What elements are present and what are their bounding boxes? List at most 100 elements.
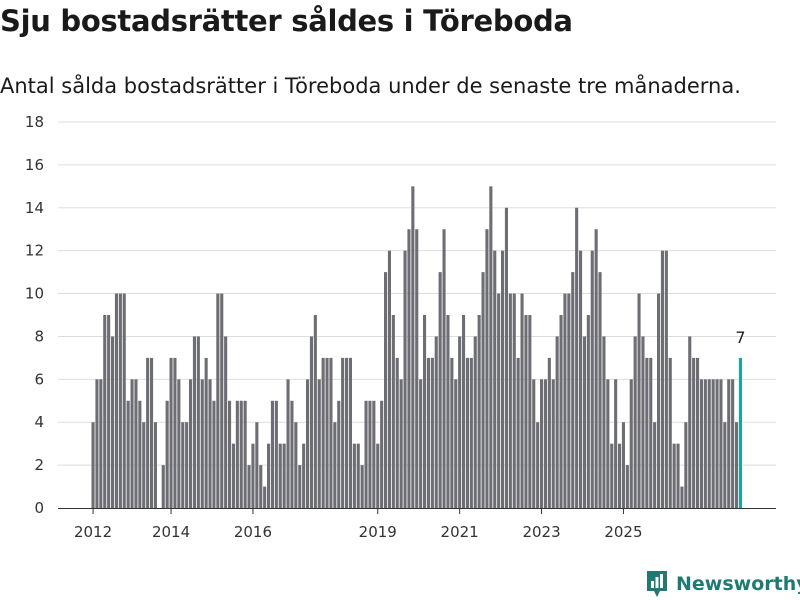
bar: [528, 315, 532, 508]
bar: [130, 379, 134, 508]
bar: [294, 422, 298, 508]
bar: [185, 422, 189, 508]
bar: [723, 422, 727, 508]
bar: [321, 357, 325, 508]
bar: [610, 443, 614, 508]
bar: [255, 422, 259, 508]
bar: [247, 465, 251, 508]
bar: [497, 293, 501, 508]
bar: [348, 357, 352, 508]
bar: [442, 229, 446, 508]
y-tick-label: 12: [25, 242, 44, 260]
x-tick-label: 2014: [152, 523, 190, 541]
bar: [423, 315, 427, 508]
bar: [543, 379, 547, 508]
bar: [95, 379, 99, 508]
bar: [711, 379, 715, 508]
bar: [649, 357, 653, 508]
bar: [446, 315, 450, 508]
bar: [594, 229, 598, 508]
bar: [415, 229, 419, 508]
bar: [333, 422, 337, 508]
bar: [419, 379, 423, 508]
bar: [345, 357, 349, 508]
y-tick-label: 6: [34, 370, 44, 388]
bar: [306, 379, 310, 508]
bar: [489, 186, 493, 509]
bar: [555, 336, 559, 508]
bar: [504, 207, 508, 508]
bar: [142, 422, 146, 508]
bar: [302, 443, 306, 508]
bar: [625, 465, 629, 508]
bar: [485, 229, 489, 508]
bar: [575, 207, 579, 508]
bar: [220, 293, 224, 508]
bar: [516, 357, 520, 508]
bar: [501, 250, 505, 508]
bar: [189, 379, 193, 508]
x-axis: 2012 2014 2016 2019 2021 2023 2025: [58, 508, 776, 541]
bar: [173, 357, 177, 508]
bar: [477, 315, 481, 508]
bar: [692, 357, 696, 508]
bar: [458, 336, 462, 508]
bar: [387, 250, 391, 508]
bar: [286, 379, 290, 508]
bar: [263, 486, 267, 508]
bar: [473, 336, 477, 508]
bar: [146, 357, 150, 508]
bar: [212, 400, 216, 508]
bar: [150, 357, 154, 508]
bar: [707, 379, 711, 508]
bar: [161, 465, 165, 508]
bar: [684, 422, 688, 508]
bar: [298, 465, 302, 508]
bar: [368, 400, 372, 508]
bar: [668, 357, 672, 508]
bar: [598, 272, 602, 508]
bar: [579, 250, 583, 508]
bar: [719, 379, 723, 508]
y-tick-label: 0: [34, 499, 44, 517]
x-tick-label: 2023: [522, 523, 560, 541]
x-tick-label: 2021: [441, 523, 479, 541]
bar: [645, 357, 649, 508]
bar: [660, 250, 664, 508]
bar: [384, 272, 388, 508]
bar: [403, 250, 407, 508]
y-tick-label: 16: [25, 156, 44, 174]
bar: [567, 293, 571, 508]
bar: [520, 293, 524, 508]
bar: [372, 400, 376, 508]
bar: [274, 400, 278, 508]
bar: [469, 357, 473, 508]
bar: [571, 272, 575, 508]
bar: [411, 186, 415, 509]
bar: [727, 379, 731, 508]
bar: [547, 357, 551, 508]
bar: [114, 293, 118, 508]
bar: [559, 315, 563, 508]
bar: [325, 357, 329, 508]
bar: [313, 315, 317, 508]
x-tick-label: 2019: [359, 523, 397, 541]
bar: [508, 293, 512, 508]
newsworthy-logo[interactable]: Newsworthy: [645, 569, 800, 599]
bar: [360, 465, 364, 508]
bar: [267, 443, 271, 508]
annotations: 7: [735, 328, 745, 347]
highlight-data-label: 7: [735, 328, 745, 347]
newsworthy-icon: [647, 571, 667, 597]
bar: [231, 443, 235, 508]
bar: [259, 465, 263, 508]
bar: [606, 379, 610, 508]
bar: [169, 357, 173, 508]
bar: [208, 379, 212, 508]
bar: [399, 379, 403, 508]
bar: [637, 293, 641, 508]
bar: [380, 400, 384, 508]
bar: [641, 336, 645, 508]
bar: [235, 400, 239, 508]
bar: [731, 379, 735, 508]
